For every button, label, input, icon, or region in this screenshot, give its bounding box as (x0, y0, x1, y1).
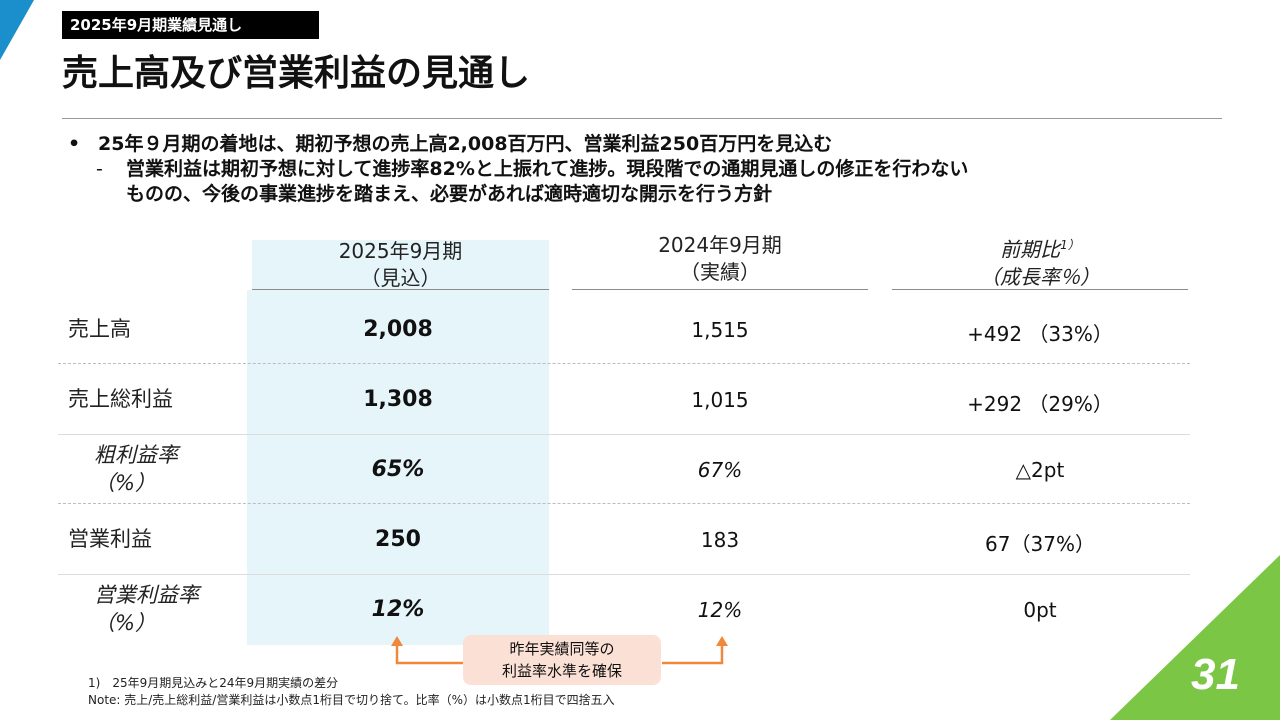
bullet-dot-icon: • (68, 133, 81, 155)
row-label-line1: 営業利益率 (94, 583, 199, 607)
column-header-line2: （実績） (680, 260, 760, 284)
cell-actual-gross-profit: 1,015 (691, 388, 749, 412)
page-title: 売上高及び営業利益の見通し (62, 53, 531, 94)
dash-icon: - (96, 158, 103, 180)
footnote-marker: 1） (1060, 238, 1080, 252)
cell-actual-operating-margin: 12% (697, 598, 743, 622)
cell-forecast-operating-profit: 250 (375, 527, 421, 552)
header-rule (252, 289, 549, 290)
cell-change-operating-margin: 0pt (1023, 598, 1057, 622)
row-label-gross-profit: 売上総利益 (68, 387, 173, 411)
cell-forecast-gross-margin: 65% (371, 457, 425, 482)
row-label-line2: （%） (94, 611, 156, 635)
forecast-column-header-highlight (252, 240, 549, 290)
sub-bullet-line-1: 営業利益は期初予想に対して進捗率82%と上振れて進捗。現段階での通期見通しの修正… (126, 158, 969, 180)
row-separator (58, 574, 1190, 575)
row-separator (58, 363, 1190, 364)
bullet-list: • 25年９月期の着地は、期初予想の売上高2,008百万円、営業利益250百万円… (68, 132, 1218, 207)
cell-forecast-operating-margin: 12% (371, 597, 425, 622)
footnote-note: Note: 売上/売上総利益/営業利益は小数点1桁目で切り捨て。比率（%）は小数… (88, 693, 615, 707)
row-label-operating-margin: 営業利益率 （%） (94, 581, 199, 637)
cell-actual-sales: 1,515 (691, 318, 749, 342)
bullet-item-main: • 25年９月期の着地は、期初予想の売上高2,008百万円、営業利益250百万円… (68, 132, 1218, 157)
corner-decoration-blue (0, 0, 34, 60)
page-number: 31 (1191, 650, 1240, 699)
row-separator (58, 434, 1190, 435)
header-rule (572, 289, 868, 290)
cell-change-gross-margin: △2pt (1015, 458, 1065, 482)
column-header-line1: 前期比1） (892, 232, 1188, 264)
cell-change-operating-profit: 67（37%） (985, 532, 1095, 556)
row-label-gross-margin: 粗利益率 （%） (94, 441, 178, 497)
bullet-text: 25年９月期の着地は、期初予想の売上高2,008百万円、営業利益250百万円を見… (98, 133, 833, 155)
cell-forecast-sales: 2,008 (363, 317, 433, 342)
section-tag: 2025年9月期業績見通し (62, 11, 319, 39)
sub-bullet-line-2: ものの、今後の事業進捗を踏まえ、必要があれば適時適切な開示を行う方針 (126, 183, 773, 205)
cell-change-gross-profit: +292 （29%） (967, 392, 1113, 416)
cell-actual-operating-profit: 183 (700, 528, 740, 552)
column-header-change: 前期比1） （成長率％） (892, 232, 1188, 291)
column-header-line2: （見込） (360, 266, 441, 290)
row-separator (58, 503, 1190, 504)
column-header-forecast: 2025年9月期 （見込） (252, 238, 549, 292)
header-rule (892, 289, 1188, 290)
row-label-sales: 売上高 (68, 317, 131, 341)
comparison-arrow-icon (391, 636, 728, 665)
callout-box: 昨年実績同等の 利益率水準を確保 (463, 635, 661, 685)
callout-line1: 昨年実績同等の (509, 640, 615, 658)
callout-line2: 利益率水準を確保 (501, 662, 622, 680)
cell-change-sales: +492 （33%） (967, 322, 1113, 346)
row-label-line1: 粗利益率 (94, 443, 178, 467)
title-divider (62, 118, 1222, 119)
cell-forecast-gross-profit: 1,308 (363, 387, 433, 412)
footnote-1: 1) 25年9月期見込みと24年9月期実績の差分 (88, 676, 339, 690)
row-label-line2: （%） (94, 471, 156, 495)
column-header-actual: 2024年9月期 （実績） (572, 232, 868, 286)
footnotes: 1) 25年9月期見込みと24年9月期実績の差分 Note: 売上/売上総利益/… (88, 675, 615, 709)
cell-actual-gross-margin: 67% (697, 458, 743, 482)
bullet-item-sub: - 営業利益は期初予想に対して進捗率82%と上振れて進捗。現段階での通期見通しの… (68, 157, 1218, 207)
column-header-line2: （成長率％） (980, 264, 1100, 289)
column-header-line1: 2025年9月期 (338, 239, 463, 263)
column-header-text: 前期比 (1000, 237, 1061, 262)
corner-decoration-green (1110, 555, 1280, 720)
column-header-line1: 2024年9月期 (658, 233, 782, 257)
row-label-operating-profit: 営業利益 (68, 527, 152, 551)
forecast-column-highlight (247, 290, 549, 645)
